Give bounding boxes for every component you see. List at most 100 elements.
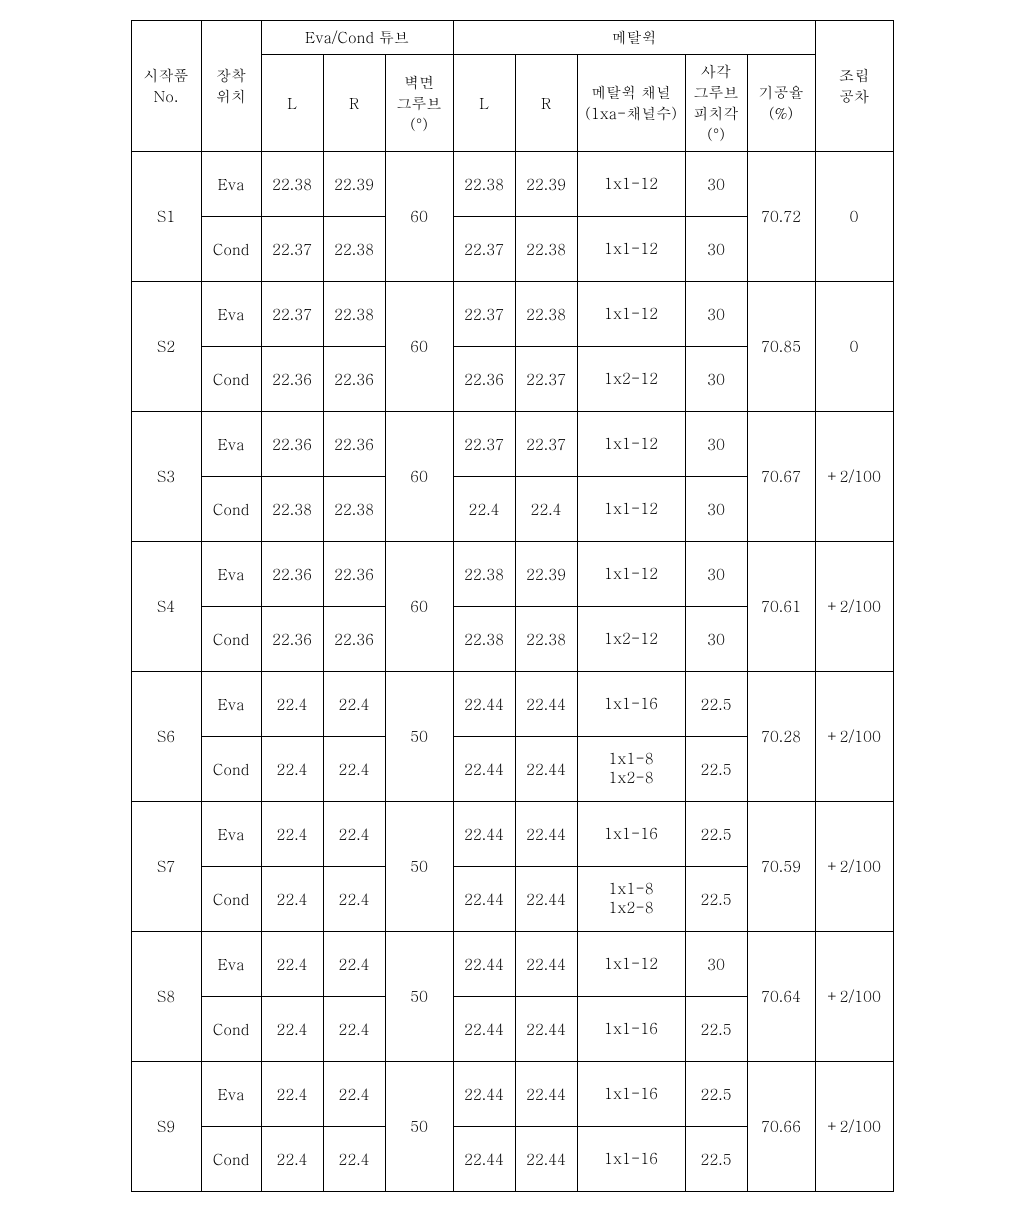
- cell-tube-r: 22.36: [323, 412, 385, 477]
- cell-tube-l: 22.4: [261, 867, 323, 932]
- cell-pitch-angle: 30: [685, 152, 747, 217]
- cell-wick-r: 22.38: [515, 217, 577, 282]
- cell-tube-r: 22.4: [323, 1062, 385, 1127]
- cell-wick-l: 22.37: [453, 412, 515, 477]
- cell-wick-channel: 1x1-81x2-8: [577, 737, 685, 802]
- cell-tube-r: 22.4: [323, 1127, 385, 1192]
- cell-position: Eva: [201, 542, 261, 607]
- cell-sample-no: S4: [131, 542, 201, 672]
- cell-wick-r: 22.38: [515, 607, 577, 672]
- cell-porosity: 70.66: [747, 1062, 815, 1192]
- cell-tube-r: 22.36: [323, 542, 385, 607]
- table-row: S7Eva22.422.45022.4422.441x1-1622.570.59…: [131, 802, 893, 867]
- cell-pitch-angle: 22.5: [685, 1062, 747, 1127]
- header-porosity: 기공율(%): [747, 55, 815, 152]
- cell-pitch-angle: 22.5: [685, 802, 747, 867]
- table-row: S6Eva22.422.45022.4422.441x1-1622.570.28…: [131, 672, 893, 737]
- cell-tolerance: +2/100: [815, 1062, 893, 1192]
- cell-position: Cond: [201, 737, 261, 802]
- cell-position: Eva: [201, 932, 261, 997]
- cell-tube-l: 22.36: [261, 607, 323, 672]
- table-row: S8Eva22.422.45022.4422.441x1-123070.64+2…: [131, 932, 893, 997]
- cell-tube-r: 22.38: [323, 477, 385, 542]
- cell-tube-r: 22.38: [323, 282, 385, 347]
- data-table: 시작품No. 장착위치 Eva/Cond 튜브 메탈윅 조립공차 L R 벽면그…: [131, 20, 894, 1192]
- cell-wick-r: 22.44: [515, 867, 577, 932]
- header-tolerance: 조립공차: [815, 21, 893, 152]
- header-wick-group: 메탈윅: [453, 21, 815, 55]
- cell-wick-r: 22.37: [515, 347, 577, 412]
- cell-tube-r: 22.36: [323, 347, 385, 412]
- cell-wick-l: 22.36: [453, 347, 515, 412]
- cell-wick-channel: 1x1-81x2-8: [577, 867, 685, 932]
- header-pitch-angle: 사각그루브피치각(°): [685, 55, 747, 152]
- cell-tube-l: 22.4: [261, 672, 323, 737]
- cell-sample-no: S1: [131, 152, 201, 282]
- cell-tube-l: 22.36: [261, 412, 323, 477]
- cell-pitch-angle: 30: [685, 282, 747, 347]
- cell-tube-r: 22.4: [323, 672, 385, 737]
- cell-tube-l: 22.38: [261, 152, 323, 217]
- cell-wall-groove: 60: [385, 542, 453, 672]
- cell-wall-groove: 50: [385, 932, 453, 1062]
- cell-wall-groove: 50: [385, 802, 453, 932]
- cell-pitch-angle: 30: [685, 542, 747, 607]
- cell-pitch-angle: 22.5: [685, 672, 747, 737]
- cell-wick-channel: 1x2-12: [577, 607, 685, 672]
- cell-wick-l: 22.4: [453, 477, 515, 542]
- cell-wall-groove: 50: [385, 1062, 453, 1192]
- cell-sample-no: S6: [131, 672, 201, 802]
- cell-wick-channel: 1x1-12: [577, 282, 685, 347]
- cell-wick-r: 22.44: [515, 802, 577, 867]
- cell-tube-l: 22.4: [261, 802, 323, 867]
- cell-wick-channel: 1x1-16: [577, 997, 685, 1062]
- table-header: 시작품No. 장착위치 Eva/Cond 튜브 메탈윅 조립공차 L R 벽면그…: [131, 21, 893, 152]
- header-wick-channel: 메탈윅 채널(1xa-채널수): [577, 55, 685, 152]
- cell-wick-l: 22.44: [453, 1127, 515, 1192]
- table-row: S4Eva22.3622.366022.3822.391x1-123070.61…: [131, 542, 893, 607]
- cell-tube-r: 22.36: [323, 607, 385, 672]
- cell-wick-l: 22.38: [453, 542, 515, 607]
- cell-sample-no: S7: [131, 802, 201, 932]
- cell-tolerance: 0: [815, 282, 893, 412]
- cell-wick-channel: 1x2-12: [577, 347, 685, 412]
- cell-wick-channel: 1x1-16: [577, 1062, 685, 1127]
- cell-position: Eva: [201, 282, 261, 347]
- cell-position: Eva: [201, 672, 261, 737]
- cell-wick-l: 22.37: [453, 282, 515, 347]
- header-tube-l: L: [261, 55, 323, 152]
- cell-tube-l: 22.4: [261, 737, 323, 802]
- cell-position: Cond: [201, 1127, 261, 1192]
- cell-wall-groove: 60: [385, 282, 453, 412]
- cell-wick-l: 22.44: [453, 802, 515, 867]
- cell-tube-r: 22.38: [323, 217, 385, 282]
- cell-wick-r: 22.4: [515, 477, 577, 542]
- cell-tube-l: 22.4: [261, 1062, 323, 1127]
- cell-porosity: 70.28: [747, 672, 815, 802]
- cell-pitch-angle: 22.5: [685, 997, 747, 1062]
- header-wick-r: R: [515, 55, 577, 152]
- cell-wick-l: 22.38: [453, 607, 515, 672]
- cell-pitch-angle: 30: [685, 412, 747, 477]
- cell-pitch-angle: 22.5: [685, 867, 747, 932]
- cell-pitch-angle: 30: [685, 477, 747, 542]
- header-wall-groove: 벽면그루브(°): [385, 55, 453, 152]
- cell-tube-l: 22.37: [261, 282, 323, 347]
- cell-wick-r: 22.38: [515, 282, 577, 347]
- cell-tube-l: 22.4: [261, 932, 323, 997]
- cell-wick-l: 22.44: [453, 932, 515, 997]
- cell-wick-r: 22.39: [515, 542, 577, 607]
- cell-tube-l: 22.37: [261, 217, 323, 282]
- cell-tolerance: +2/100: [815, 802, 893, 932]
- cell-wick-r: 22.44: [515, 997, 577, 1062]
- cell-position: Eva: [201, 412, 261, 477]
- cell-tube-r: 22.4: [323, 867, 385, 932]
- cell-wick-r: 22.44: [515, 1062, 577, 1127]
- cell-sample-no: S3: [131, 412, 201, 542]
- cell-wick-l: 22.44: [453, 672, 515, 737]
- table-body: S1Eva22.3822.396022.3822.391x1-123070.72…: [131, 152, 893, 1192]
- cell-pitch-angle: 30: [685, 347, 747, 412]
- cell-tube-l: 22.38: [261, 477, 323, 542]
- cell-porosity: 70.61: [747, 542, 815, 672]
- cell-wick-l: 22.44: [453, 1062, 515, 1127]
